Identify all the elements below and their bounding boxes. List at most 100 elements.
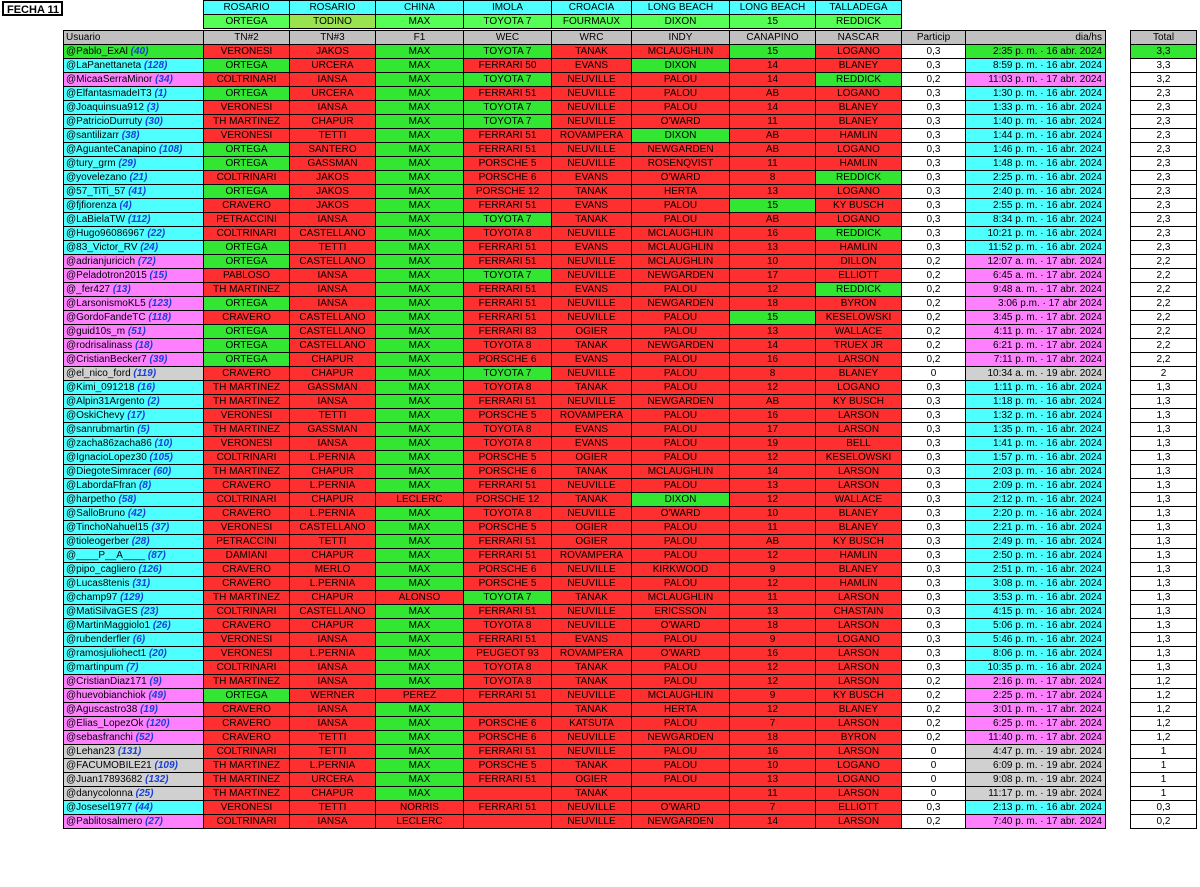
predictions-table: Usuario TN#2 TN#3 F1 WEC WRC INDY CANAPINO NASCA… (63, 30, 1106, 829)
prediction-cell: PABLOSO (203, 268, 290, 283)
total-cell: 2,3 (1130, 198, 1197, 213)
username: @Aguscastro38 (66, 704, 141, 715)
round-title: FECHA 11 (2, 1, 63, 16)
prediction-cell: CHAPUR (289, 492, 376, 507)
prediction-cell: MAX (375, 618, 464, 633)
prediction-cell: ROVAMPERA (551, 128, 632, 143)
username-cell: @sanrubmartin (5) (63, 422, 204, 437)
total-header-row: Total (1130, 30, 1197, 45)
total-row: 2 (1130, 366, 1197, 381)
particip-cell: 0,3 (901, 590, 966, 605)
prediction-cell: FERRARI 51 (463, 128, 552, 143)
table-row: @fjfiorenza (4) CRAVERO JAKOS MAX FERRARI 51… (63, 198, 1106, 213)
column-header: TN#3 (289, 30, 376, 45)
prediction-cell: IANSA (289, 394, 376, 409)
datetime-cell: 3:01 p. m. · 17 abr. 2024 (965, 702, 1106, 717)
prediction-cell: NEUVILLE (551, 254, 632, 269)
username-cell: @Aguscastro38 (19) (63, 702, 204, 717)
datetime-cell: 2:40 p. m. · 16 abr. 2024 (965, 184, 1106, 199)
username: @sanrubmartin (66, 424, 138, 435)
total-cell: 2,3 (1130, 184, 1197, 199)
username-cell: @yovelezano (21) (63, 170, 204, 185)
username-cell: @sebasfranchi (52) (63, 730, 204, 745)
prediction-cell: LOGANO (815, 380, 902, 395)
username: @PatricioDurruty (66, 116, 146, 127)
particip-cell: 0,3 (901, 660, 966, 675)
prediction-cell: 11 (729, 156, 816, 171)
particip-cell: 0,3 (901, 212, 966, 227)
prediction-cell: TOYOTA 7 (463, 100, 552, 115)
username: @Juan17893682 (66, 774, 146, 785)
total-row: 2,3 (1130, 226, 1197, 241)
username-cell: @Lehan23 (131) (63, 744, 204, 759)
user-number: (72) (137, 256, 156, 267)
prediction-cell: NEWGARDEN (631, 268, 730, 283)
total-cell: 3,2 (1130, 72, 1197, 87)
table-row: @champ97 (129) TH MARTINEZ CHAPUR ALONSO TOY… (63, 590, 1106, 605)
prediction-cell: 18 (729, 730, 816, 745)
prediction-cell: TOYOTA 8 (463, 422, 552, 437)
prediction-cell: ALONSO (375, 590, 464, 605)
total-row: 2,3 (1130, 86, 1197, 101)
datetime-cell: 1:18 p. m. · 16 abr. 2024 (965, 394, 1106, 409)
particip-cell: 0,2 (901, 338, 966, 353)
totals-table: Total 3,3 3,3 3,2 2,3 2,3 2,3 2,3 2,3 2,3 2,3 2,3 2,… (1130, 30, 1197, 829)
prediction-cell: HAMLIN (815, 240, 902, 255)
prediction-cell: TOYOTA 8 (463, 506, 552, 521)
prediction-cell: DIXON (631, 492, 730, 507)
table-row: @TinchoNahuel15 (37) VERONESI CASTELLANO MA… (63, 520, 1106, 535)
table-row: @MatiSilvaGES (23) COLTRINARI CASTELLANO MA… (63, 604, 1106, 619)
total-cell: 1,3 (1130, 632, 1197, 647)
username-cell: @Kimi_091218 (16) (63, 380, 204, 395)
prediction-cell: MAX (375, 254, 464, 269)
particip-cell: 0,3 (901, 800, 966, 815)
prediction-cell: MAX (375, 422, 464, 437)
datetime-cell: 1:11 p. m. · 16 abr. 2024 (965, 380, 1106, 395)
table-row: @FACUMOBILE21 (109) TH MARTINEZ L.PERNIA MA… (63, 758, 1106, 773)
prediction-cell: AB (729, 142, 816, 157)
prediction-cell: NEUVILLE (551, 268, 632, 283)
particip-cell: 0,3 (901, 114, 966, 129)
prediction-cell: TH MARTINEZ (203, 422, 290, 437)
username-cell: @Lucas8tenis (31) (63, 576, 204, 591)
prediction-cell: HAMLIN (815, 576, 902, 591)
prediction-cell: IANSA (289, 282, 376, 297)
username-cell: @pipo_cagliero (126) (63, 562, 204, 577)
username: @IgnacioLopez30 (66, 452, 150, 463)
prediction-cell: PORSCHE 5 (463, 520, 552, 535)
prediction-cell: BELL (815, 436, 902, 451)
prediction-cell: NEUVILLE (551, 506, 632, 521)
prediction-cell: NEUVILLE (551, 86, 632, 101)
table-row: @LarsonismoKL5 (123) ORTEGA IANSA MAX FERRAR… (63, 296, 1106, 311)
prediction-cell: MAX (375, 632, 464, 647)
table-row: @IgnacioLopez30 (105) COLTRINARI L.PERNIA M… (63, 450, 1106, 465)
prediction-cell: ORTEGA (203, 156, 290, 171)
prediction-cell: BLANEY (815, 702, 902, 717)
total-row: 3,2 (1130, 72, 1197, 87)
prediction-cell: FERRARI 51 (463, 632, 552, 647)
prediction-cell: PETRACCINI (203, 212, 290, 227)
user-number: (37) (151, 522, 170, 533)
prediction-cell: 12 (729, 674, 816, 689)
prediction-cell: LOGANO (815, 142, 902, 157)
prediction-cell: 17 (729, 422, 816, 437)
prediction-cell (463, 702, 552, 717)
table-row: @LaPanettaneta (128) ORTEGA URCERA MAX FERRA… (63, 58, 1106, 73)
table-row: @MartinMaggiolo1 (26) CRAVERO CHAPUR MAX TOY… (63, 618, 1106, 633)
total-cell: 1,3 (1130, 408, 1197, 423)
prediction-cell: PALOU (631, 660, 730, 675)
username: @el_nico_ford (66, 368, 134, 379)
prediction-cell: CRAVERO (203, 576, 290, 591)
prediction-cell: IANSA (289, 296, 376, 311)
total-row: 1,3 (1130, 576, 1197, 591)
user-number: (31) (132, 578, 151, 589)
prediction-cell: FERRARI 51 (463, 744, 552, 759)
prediction-cell: MAX (375, 674, 464, 689)
particip-cell: 0,2 (901, 296, 966, 311)
username-cell: @CristianDiaz171 (9) (63, 674, 204, 689)
prediction-cell: ORTEGA (203, 324, 290, 339)
prediction-cell: MCLAUGHLIN (631, 240, 730, 255)
username-cell: @tury_grm (29) (63, 156, 204, 171)
prediction-cell: CASTELLANO (289, 324, 376, 339)
username: @LaPanettaneta (66, 60, 144, 71)
